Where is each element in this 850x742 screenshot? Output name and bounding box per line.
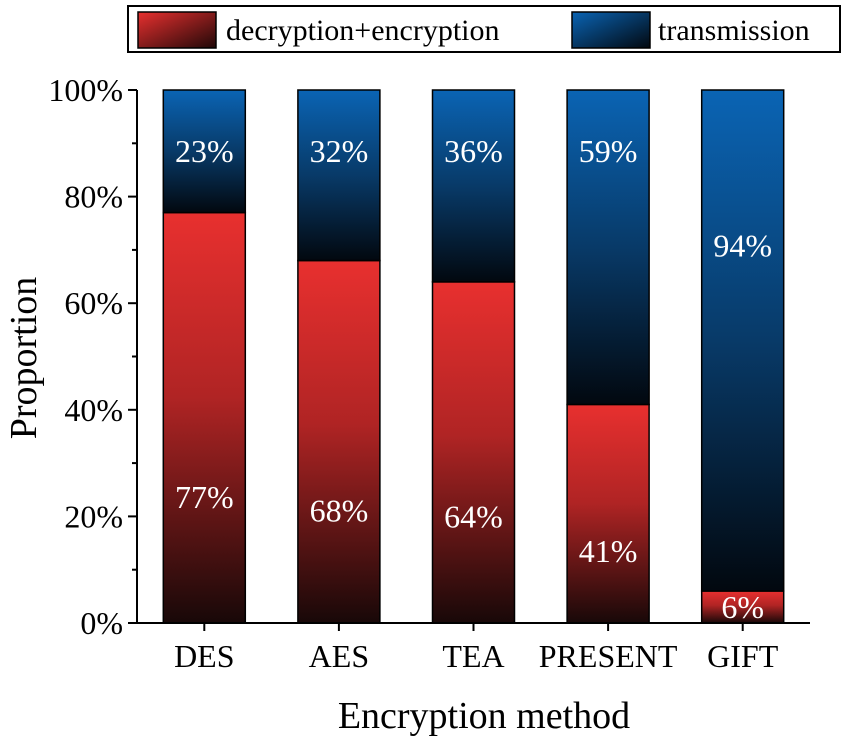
bar-decryption-encryption-des xyxy=(162,211,247,624)
y-tick-label: 0% xyxy=(80,605,123,641)
bar-decryption-encryption-tea xyxy=(431,281,516,624)
x-tick-label-des: DES xyxy=(174,638,234,674)
legend-swatch-transmission xyxy=(571,11,651,49)
y-tick-label: 100% xyxy=(48,72,123,108)
y-tick-label: 20% xyxy=(64,498,123,534)
bar-transmission-present xyxy=(566,89,650,406)
legend-border xyxy=(127,5,841,53)
legend-swatch-decryption-encryption xyxy=(137,11,217,49)
y-tick-label: 80% xyxy=(64,179,123,215)
legend-label-decryption-encryption: decryption+encryption xyxy=(226,14,500,47)
bar-label-decryption-encryption-aes: 68% xyxy=(310,493,369,529)
bar-label-transmission-des: 23% xyxy=(175,133,234,169)
legend: decryption+encryption transmission xyxy=(127,5,841,53)
bar-label-decryption-encryption-des: 77% xyxy=(175,479,234,515)
bar-label-decryption-encryption-tea: 64% xyxy=(444,498,503,534)
x-axis-title: Encryption method xyxy=(338,695,630,737)
bar-transmission-aes xyxy=(297,89,381,262)
x-tick-label-present: PRESENT xyxy=(539,638,678,674)
bar-decryption-encryption-present xyxy=(566,403,650,624)
bars-group xyxy=(162,89,785,624)
bar-transmission-gift xyxy=(700,89,785,592)
bar-label-transmission-gift: 94% xyxy=(713,227,772,263)
bar-label-transmission-aes: 32% xyxy=(310,133,369,169)
x-tick-label-tea: TEA xyxy=(442,638,504,674)
legend-label-transmission: transmission xyxy=(658,14,810,47)
bar-label-decryption-encryption-gift: 6% xyxy=(721,589,764,625)
bar-label-decryption-encryption-present: 41% xyxy=(579,533,638,569)
y-tick-label: 60% xyxy=(64,285,123,321)
bar-labels-group: 77% 23% 68% 32% 64% 36% 41% 59% 6% 94% xyxy=(175,133,772,625)
x-tick-label-gift: GIFT xyxy=(707,638,779,674)
x-tick-label-aes: AES xyxy=(309,638,369,674)
bar-label-transmission-present: 59% xyxy=(579,133,638,169)
y-tick-label: 40% xyxy=(64,392,123,428)
bar-decryption-encryption-aes xyxy=(297,259,381,624)
axes-group: 0% 20% 40% 60% 80% 100% DES AES TEA PRESENT GIFT xyxy=(48,72,810,674)
y-axis-title: Proportion xyxy=(3,277,45,440)
bar-label-transmission-tea: 36% xyxy=(444,133,503,169)
bar-transmission-des xyxy=(162,89,247,214)
bar-transmission-tea xyxy=(431,89,516,283)
